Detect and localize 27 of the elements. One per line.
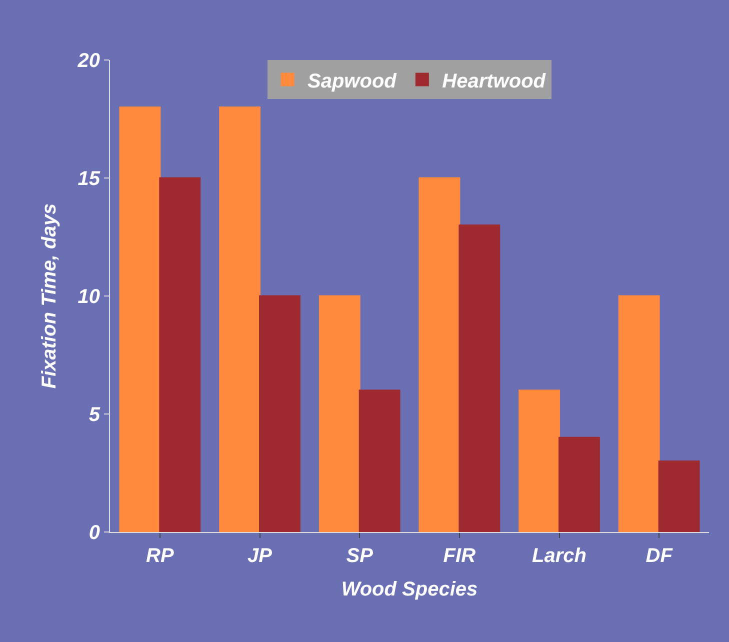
bar — [119, 106, 161, 532]
legend-label: Heartwood — [442, 70, 546, 92]
y-tick-label: 5 — [88, 404, 101, 426]
x-axis-title: Wood Species — [341, 578, 478, 600]
y-tick-label: 0 — [88, 522, 100, 544]
bar — [358, 390, 400, 532]
x-tick-label: RP — [146, 545, 174, 567]
bar — [219, 106, 260, 532]
legend-label: Sapwood — [308, 70, 398, 92]
bar — [558, 436, 600, 532]
bar — [159, 177, 201, 532]
bar — [658, 460, 700, 532]
x-tick-label: Larch — [532, 545, 586, 567]
bar — [618, 295, 660, 532]
bar — [418, 177, 460, 532]
x-tick-label: JP — [248, 545, 273, 567]
y-tick-label: 10 — [78, 286, 100, 308]
x-tick-label: SP — [346, 545, 374, 567]
bar — [458, 224, 500, 532]
y-tick-label: 20 — [76, 50, 100, 72]
bar — [259, 295, 300, 532]
bar — [318, 295, 360, 532]
x-tick-label: DF — [646, 545, 674, 567]
bar — [518, 390, 560, 532]
y-axis-title: Fixation Time, days — [38, 203, 60, 389]
x-tick-label: FIR — [443, 545, 476, 567]
y-tick-label: 15 — [78, 168, 101, 190]
